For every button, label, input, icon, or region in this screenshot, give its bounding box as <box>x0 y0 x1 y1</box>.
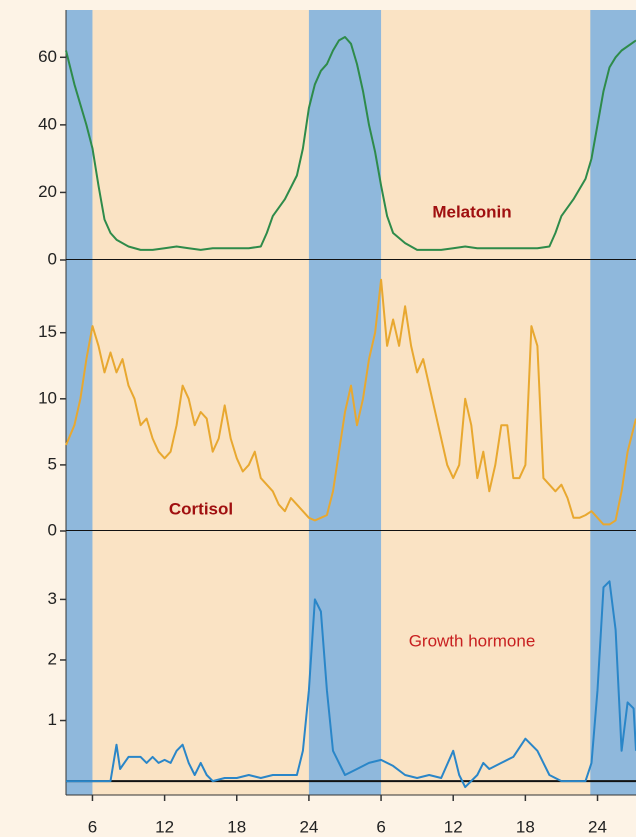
night-band <box>308 10 382 260</box>
y-tick-label: 0 <box>48 249 57 268</box>
y-tick-label: 60 <box>38 47 57 66</box>
series-label: Melatonin <box>432 202 511 221</box>
x-tick-label: 24 <box>299 817 318 836</box>
night-band <box>308 260 382 531</box>
x-tick-label: 6 <box>376 817 385 836</box>
data-line <box>65 36 636 251</box>
night-band <box>590 10 636 260</box>
y-tick-label: 40 <box>38 114 57 133</box>
y-tick-label: 0 <box>48 520 57 539</box>
x-tick-label: 24 <box>588 817 607 836</box>
night-band <box>66 260 93 531</box>
y-tick-label: 2 <box>48 649 57 668</box>
data-line <box>65 278 636 526</box>
y-tick-label: 3 <box>48 589 57 608</box>
y-tick-label: 5 <box>48 454 57 473</box>
y-tick-label: 15 <box>38 322 57 341</box>
x-tick-label: 12 <box>155 817 174 836</box>
x-tick-label: 18 <box>227 817 246 836</box>
x-tick-label: 6 <box>88 817 97 836</box>
y-tick-label: 20 <box>38 182 57 201</box>
series-label: Cortisol <box>169 499 233 518</box>
night-band <box>590 531 636 795</box>
y-tick-label: 10 <box>38 388 57 407</box>
x-tick-label: 18 <box>516 817 535 836</box>
data-line <box>66 580 636 789</box>
x-tick-label: 12 <box>444 817 463 836</box>
night-band <box>308 531 382 795</box>
night-band <box>66 531 93 795</box>
series-label: Growth hormone <box>409 631 536 650</box>
night-band <box>590 260 636 531</box>
y-tick-label: 1 <box>48 710 57 729</box>
